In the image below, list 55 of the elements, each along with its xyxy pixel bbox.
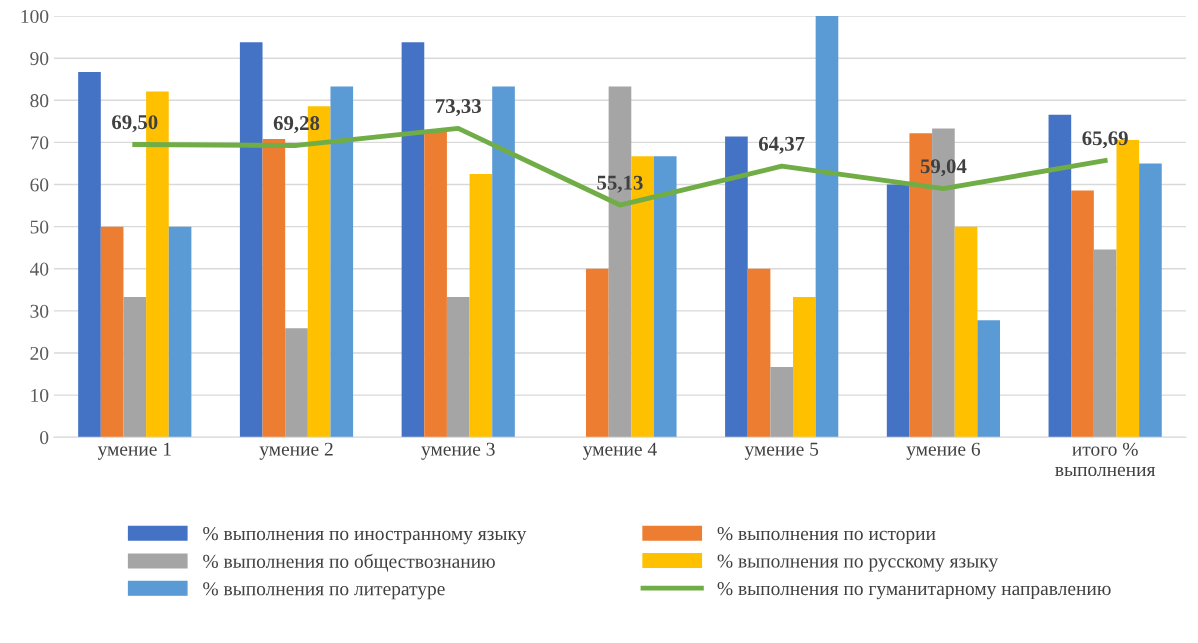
data-label: 65,69 [1082, 131, 1128, 149]
bar [586, 268, 609, 438]
bar [954, 226, 978, 438]
y-tick-label: 10 [31, 388, 49, 403]
bar [446, 296, 470, 438]
bar [469, 174, 493, 438]
bar [100, 226, 124, 438]
bar [78, 72, 101, 438]
bar [1071, 190, 1094, 438]
legend-label: % выполнения по истории [717, 527, 936, 545]
x-tick-label: итого % выполнения [1055, 442, 1156, 477]
x-tick-label: умение 1 [97, 442, 171, 460]
bar [793, 296, 816, 438]
bar [653, 156, 677, 438]
data-label: 64,37 [758, 136, 805, 154]
bar [330, 86, 354, 438]
bar [977, 320, 1001, 438]
y-tick-label: 100 [21, 9, 49, 24]
bar [401, 42, 425, 438]
legend-label: % выполнения по гуманитарному направлению [717, 582, 1111, 600]
x-tick-label: умение 5 [744, 442, 819, 460]
x-tick-label: умение 6 [906, 442, 981, 460]
legend-label: % выполнения по обществознанию [203, 553, 495, 572]
bar [747, 268, 771, 438]
bar [1139, 163, 1162, 438]
bar [886, 184, 910, 438]
legend-label: % выполнения по иностранному языку [203, 527, 527, 545]
y-tick-label: 70 [30, 136, 49, 150]
bar [285, 328, 308, 438]
bar [239, 42, 263, 438]
y-tick-label: 40 [29, 262, 49, 276]
y-tick-label: 60 [30, 178, 49, 192]
y-tick-label: 80 [30, 94, 49, 108]
bar [815, 16, 839, 438]
bar [770, 366, 794, 438]
bar [424, 131, 447, 438]
y-tick-label: 20 [30, 346, 49, 360]
y-tick-label: 90 [30, 52, 49, 66]
x-tick-label: умение 3 [421, 442, 495, 460]
y-tick-label: 30 [30, 304, 49, 318]
bar [1048, 114, 1072, 438]
x-tick-label: умение 4 [582, 442, 657, 460]
bar [492, 86, 515, 438]
bar [168, 226, 192, 438]
x-tick-label: умение 2 [259, 442, 333, 460]
bar [1093, 249, 1117, 438]
bar [725, 136, 748, 438]
bar [123, 296, 147, 438]
legend-label: % выполнения по русскому языку [717, 554, 999, 572]
y-tick-label: 50 [30, 220, 49, 234]
data-label: 59,04 [920, 159, 967, 177]
legend-label: % выполнения по литературе [203, 582, 445, 600]
data-label: 73,33 [435, 99, 481, 117]
bar [262, 139, 286, 438]
y-tick-label: 0 [40, 431, 49, 445]
